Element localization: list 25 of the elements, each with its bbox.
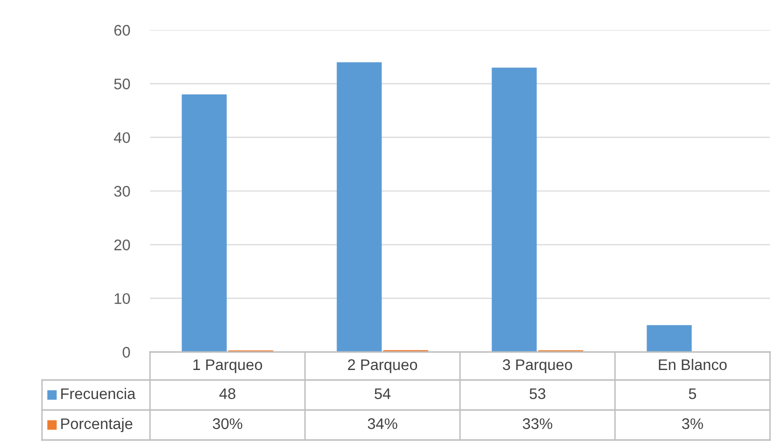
y-tick-label: 60: [114, 24, 130, 36]
data-label: 33%: [522, 418, 552, 430]
y-tick-label: 0: [122, 346, 130, 358]
x-tick-label: En Blanco: [658, 358, 727, 370]
data-label: 54: [374, 388, 391, 400]
bar: [646, 325, 692, 352]
data-label: 3%: [682, 418, 703, 430]
x-tick-label: 3 Parqueo: [502, 359, 572, 374]
data-label: 30%: [212, 418, 242, 430]
y-tick-label: 10: [114, 293, 130, 304]
data-label: 48: [219, 388, 236, 400]
legend-label: Porcentaje: [61, 418, 132, 432]
bar: [492, 68, 537, 352]
data-label: 53: [530, 388, 546, 400]
y-tick-label: 30: [114, 186, 130, 197]
x-tick-label: 2 Parqueo: [348, 359, 418, 374]
data-label: 34%: [368, 418, 398, 430]
legend-label: Frecuencia: [61, 388, 136, 400]
x-tick-label: 1 Parqueo: [193, 359, 262, 374]
y-tick-label: 40: [114, 132, 130, 144]
y-tick-label: 20: [114, 240, 130, 250]
data-label: 5: [688, 388, 696, 400]
bar: [182, 94, 227, 352]
bar: [336, 62, 382, 352]
y-tick-label: 50: [114, 78, 130, 90]
